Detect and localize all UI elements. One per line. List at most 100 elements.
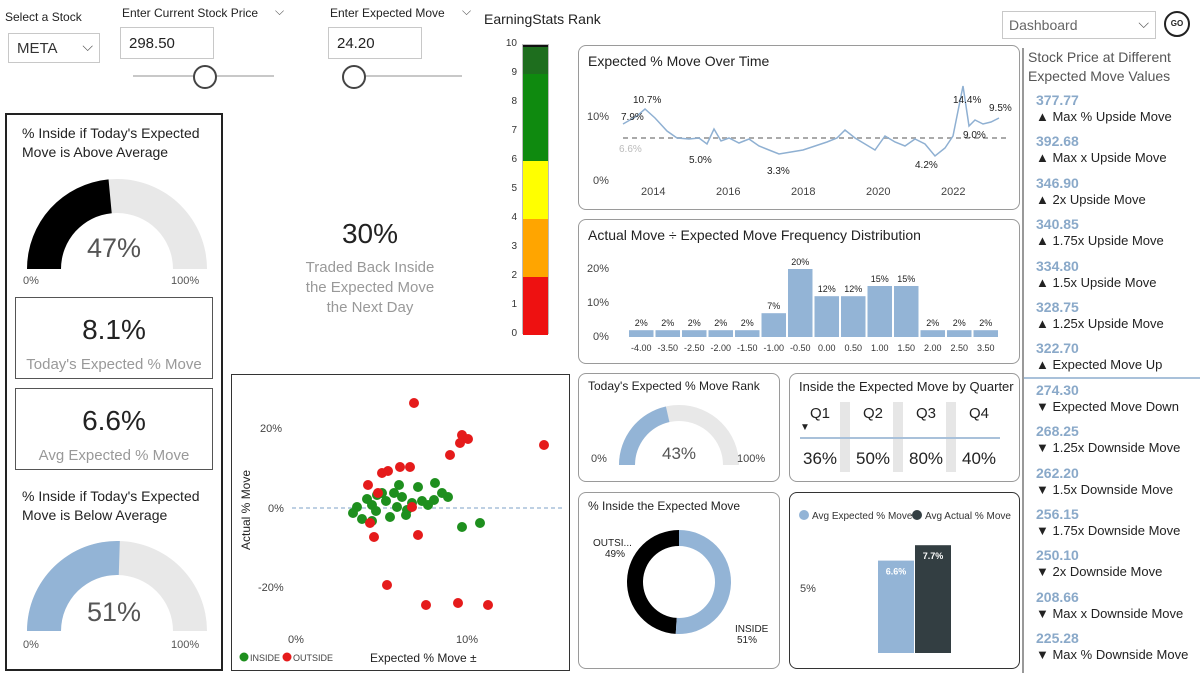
scatter-point-outside[interactable] [413, 530, 423, 540]
scatter-point-inside[interactable] [381, 496, 391, 506]
inside-donut-card: % Inside the Expected Move OUTSI... 49% … [578, 492, 780, 669]
distribution-bar[interactable] [735, 330, 760, 337]
y-tick-0: 0% [593, 175, 609, 187]
scatter-point-outside[interactable] [539, 440, 549, 450]
rank-bar [522, 44, 549, 335]
scatter-point-inside[interactable] [394, 480, 404, 490]
scatter-point-outside[interactable] [421, 600, 431, 610]
stock-price-value: 208.66 [1036, 588, 1079, 605]
dashboard-select[interactable]: Dashboard ⌵ [1002, 11, 1156, 39]
distribution-bar[interactable] [708, 330, 734, 337]
move-input[interactable] [328, 27, 422, 59]
price-slider-handle[interactable] [193, 65, 217, 89]
scatter-point-inside[interactable] [371, 506, 381, 516]
by-quarter-title: Inside the Expected Move by Quarter [799, 379, 1014, 394]
scatter-point-inside[interactable] [430, 478, 440, 488]
rank-tick-label: 9 [511, 67, 517, 78]
rank-segment-yellow [523, 161, 548, 219]
legend-inside: INSIDE [250, 653, 280, 663]
chevron-down-icon[interactable]: ⌵ [275, 4, 285, 18]
bar-data-label: 7.7% [923, 551, 944, 561]
tab-q2[interactable]: Q2 [863, 405, 884, 422]
scatter-point-outside[interactable] [365, 518, 375, 528]
scatter-point-inside[interactable] [443, 492, 453, 502]
below-average-gauge [27, 540, 207, 631]
scatter-point-inside[interactable] [457, 522, 467, 532]
distribution-bar[interactable] [682, 330, 707, 337]
stock-price-label: ▲ 1.25x Upside Move [1036, 316, 1164, 331]
scatter-point-outside[interactable] [463, 434, 473, 444]
scatter-point-outside[interactable] [445, 450, 455, 460]
distribution-bar[interactable] [814, 296, 840, 337]
scatter-point-inside[interactable] [352, 502, 362, 512]
above-gauge-max: 100% [171, 275, 200, 287]
distribution-bar[interactable] [920, 330, 946, 337]
scatter-point-outside[interactable] [395, 462, 405, 472]
stock-price-value: 250.10 [1036, 547, 1079, 564]
scatter-point-outside[interactable] [483, 600, 493, 610]
legend-expected: Avg Expected % Move [812, 511, 913, 522]
legend-outside: OUTSIDE [293, 653, 333, 663]
move-slider-track[interactable] [342, 75, 462, 77]
scatter-point-inside[interactable] [389, 488, 399, 498]
distribution-bar[interactable] [761, 313, 787, 337]
scatter-point-inside[interactable] [475, 518, 485, 528]
tab-q4[interactable]: Q4 [969, 405, 990, 422]
point-label: 5.0% [689, 155, 712, 166]
rank-tick-label: 3 [511, 241, 517, 252]
quarter-value: 50% [856, 449, 891, 468]
rank-tick-label: 0 [511, 328, 517, 339]
chevron-down-icon[interactable]: ⌵ [462, 4, 472, 18]
scatter-point-outside[interactable] [405, 462, 415, 472]
stock-price-value: 340.85 [1036, 216, 1079, 233]
distribution-bar[interactable] [973, 330, 999, 337]
scatter-point-inside[interactable] [429, 495, 439, 505]
x-tick-2014: 2014 [641, 186, 665, 198]
price-input[interactable] [120, 27, 214, 59]
scatter-point-outside[interactable] [373, 488, 383, 498]
stock-price-value: 346.90 [1036, 174, 1079, 191]
tab-q1[interactable]: Q1 [810, 405, 831, 422]
stock-price-label: ▼ Max x Downside Move [1036, 605, 1184, 621]
scatter-point-outside[interactable] [409, 398, 419, 408]
distribution-bar[interactable] [629, 330, 654, 337]
avg-actual-bar[interactable] [915, 545, 951, 653]
distribution-bar[interactable] [867, 286, 893, 337]
x-tick-2020: 2020 [866, 186, 890, 198]
scatter-point-outside[interactable] [369, 532, 379, 542]
scatter-point-inside[interactable] [397, 492, 407, 502]
scatter-point-outside[interactable] [407, 502, 417, 512]
category-label: 0.50 [844, 343, 862, 353]
go-button[interactable]: GO [1164, 11, 1190, 37]
scatter-point-outside[interactable] [453, 598, 463, 608]
point-label: 7.9% [621, 112, 644, 123]
scatter-point-inside[interactable] [385, 512, 395, 522]
scatter-point-outside[interactable] [382, 580, 392, 590]
scatter-point-inside[interactable] [401, 510, 411, 520]
scatter-point-outside[interactable] [363, 480, 373, 490]
current-price-line [1024, 377, 1200, 379]
distribution-bar[interactable] [788, 269, 813, 337]
move-slider-handle[interactable] [342, 65, 366, 89]
sort-caret-icon[interactable]: ▼ [800, 422, 810, 433]
distribution-bar[interactable] [655, 330, 681, 337]
bar-data-label: 2% [953, 318, 966, 328]
stock-price-label: ▲ 1.5x Upside Move [1036, 274, 1157, 290]
point-label: 3.3% [767, 166, 790, 177]
scatter-point-inside[interactable] [413, 482, 423, 492]
bar-data-label: 2% [741, 318, 754, 328]
distribution-bar[interactable] [894, 286, 919, 337]
legend-actual: Avg Actual % Move [925, 511, 1011, 522]
distribution-bar[interactable] [947, 330, 972, 337]
inside-donut: OUTSI... 49% INSIDE 51% [593, 530, 769, 646]
scatter-point-outside[interactable] [383, 466, 393, 476]
scatter-point-inside[interactable] [392, 502, 402, 512]
tab-q3[interactable]: Q3 [916, 405, 937, 422]
distribution-bar[interactable] [841, 296, 866, 337]
avg-expected-bar[interactable] [878, 560, 914, 653]
scatter-point-inside[interactable] [357, 514, 367, 524]
gauge-fill [27, 541, 120, 631]
stock-select[interactable]: META ⌵ [8, 33, 100, 63]
scatter-point-outside[interactable] [455, 438, 465, 448]
bar-data-label: 2% [714, 318, 727, 328]
